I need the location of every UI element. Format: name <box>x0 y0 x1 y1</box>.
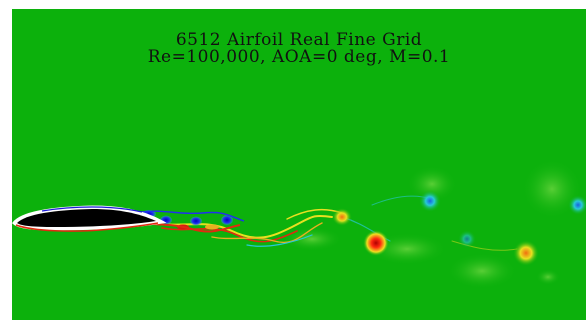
figure-title-line-1: 6512 Airfoil Real Fine Grid <box>175 30 423 50</box>
airfoil <box>12 205 167 232</box>
vorticity-field: 6512 Airfoil Real Fine Grid Re=100,000, … <box>12 9 586 320</box>
shed-vortices <box>332 190 586 285</box>
upper-surface-layer <box>41 206 143 213</box>
vortex-cyan-3 <box>568 195 586 215</box>
vortex-yellow-1 <box>332 208 352 226</box>
flow-visualization <box>12 159 586 289</box>
far-wake-faint-structures <box>282 159 582 289</box>
vortex-yellow-2 <box>513 240 539 266</box>
vortex-faint-1 <box>536 269 560 285</box>
vortex-red-1 <box>363 230 389 256</box>
vortex-cyan-1 <box>419 190 441 212</box>
vortex-cyan-2 <box>458 230 476 248</box>
figure-title-line-2: Re=100,000, AOA=0 deg, M=0.1 <box>147 47 451 67</box>
lower-surface-layer <box>15 222 159 232</box>
airfoil-body <box>17 209 156 227</box>
